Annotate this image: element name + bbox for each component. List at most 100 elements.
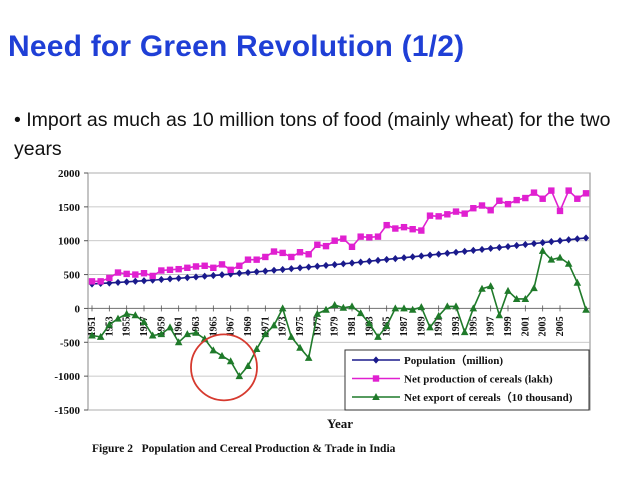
data-point-diamond	[522, 240, 529, 249]
data-point-diamond	[132, 277, 139, 285]
data-point-triangle	[417, 303, 426, 311]
data-point-triangle	[469, 304, 478, 312]
data-point-triangle	[460, 328, 469, 336]
data-point-triangle	[96, 332, 105, 340]
data-point-square	[227, 266, 234, 274]
data-point-square	[366, 234, 373, 241]
data-point-square	[461, 210, 468, 217]
x-tick-label: 1961	[174, 316, 185, 336]
data-point-triangle	[105, 320, 114, 328]
y-tick-label: 1500	[58, 202, 81, 214]
data-point-square	[132, 271, 139, 278]
data-point-square	[496, 197, 503, 204]
x-tick-label: 1987	[399, 316, 410, 336]
series-line-square	[92, 189, 587, 283]
legend-marker-diamond	[372, 356, 380, 364]
data-point-square	[548, 187, 555, 194]
data-point-square	[452, 208, 460, 215]
data-point-square	[244, 256, 252, 263]
data-point-square	[435, 213, 442, 220]
x-tick-label: 1969	[243, 316, 254, 336]
data-point-diamond	[504, 242, 512, 251]
data-point-triangle	[131, 311, 140, 319]
data-point-square	[140, 270, 148, 277]
legend-label: Net production of cereals (lakh)	[404, 374, 553, 386]
data-point-square	[192, 263, 200, 270]
data-point-triangle	[426, 323, 434, 331]
data-point-square	[409, 226, 416, 233]
data-point-square	[565, 187, 572, 194]
data-point-diamond	[530, 239, 538, 248]
data-point-square	[201, 262, 208, 269]
y-tick-label: -1500	[54, 405, 80, 417]
data-point-square	[574, 195, 581, 202]
data-point-square	[400, 223, 408, 231]
data-point-diamond	[279, 265, 286, 274]
data-point-triangle	[374, 332, 382, 340]
y-tick-label: 1000	[58, 236, 81, 248]
data-point-square	[418, 227, 425, 234]
bullet-content: Import as much as 10 million tons of foo…	[14, 109, 611, 160]
data-point-triangle	[174, 338, 183, 346]
data-point-square	[314, 241, 321, 248]
data-point-triangle	[209, 346, 218, 354]
data-point-square	[444, 211, 451, 218]
data-point-triangle	[192, 328, 200, 336]
data-point-diamond	[331, 261, 338, 269]
data-point-square	[556, 207, 564, 215]
data-point-square	[218, 261, 226, 268]
data-point-triangle	[348, 302, 356, 310]
x-tick-label: 2001	[520, 316, 531, 336]
data-point-square	[322, 242, 330, 250]
data-point-triangle	[504, 286, 512, 294]
data-point-triangle	[391, 304, 400, 312]
data-point-triangle	[261, 330, 270, 338]
data-point-triangle	[556, 253, 564, 261]
y-tick-label: 0	[75, 303, 81, 315]
data-point-diamond	[192, 273, 200, 281]
x-tick-label: 1995	[468, 316, 479, 336]
data-point-triangle	[140, 317, 148, 325]
slide-title: Need for Green Revolution (1/2)	[8, 30, 465, 63]
data-point-diamond	[435, 250, 442, 258]
data-point-diamond	[548, 238, 555, 246]
data-point-triangle	[287, 332, 296, 340]
data-point-triangle	[356, 309, 365, 317]
x-tick-label: 1967	[226, 316, 237, 336]
data-point-triangle	[304, 353, 313, 361]
data-point-diamond	[556, 237, 564, 245]
bullet-symbol: •	[14, 109, 21, 131]
x-tick-label: 1957	[139, 316, 150, 336]
data-point-triangle	[339, 303, 348, 311]
data-point-square	[478, 202, 486, 209]
x-axis-label: Year	[327, 416, 353, 431]
x-tick-label: 1971	[260, 316, 271, 336]
data-point-square	[504, 200, 512, 208]
series-line-triangle	[91, 249, 587, 378]
data-point-triangle	[226, 357, 235, 365]
data-point-diamond	[513, 241, 520, 250]
bullet-text: • Import as much as 10 million tons of f…	[14, 106, 614, 164]
data-point-triangle	[88, 331, 96, 339]
legend: Population（million) Net production of cer…	[344, 349, 590, 411]
data-point-diamond	[565, 236, 572, 244]
data-point-diamond	[582, 234, 590, 242]
data-point-square	[88, 278, 96, 285]
data-point-triangle	[512, 294, 521, 302]
legend-marker-triangle	[372, 393, 380, 400]
data-point-triangle	[547, 255, 556, 263]
data-point-triangle	[521, 294, 530, 302]
data-point-square	[106, 274, 113, 282]
x-tick-label: 1993	[451, 316, 462, 336]
data-point-square	[279, 249, 286, 257]
x-tick-label: 1955	[122, 316, 133, 336]
x-tick-label: 1959	[156, 316, 167, 336]
data-point-triangle	[183, 330, 192, 338]
x-tick-label: 1973	[278, 316, 289, 336]
data-point-triangle	[434, 311, 443, 319]
data-point-square	[374, 233, 382, 240]
x-tick-label: 2003	[538, 316, 549, 336]
data-point-square	[253, 256, 260, 263]
data-point-square	[288, 253, 295, 261]
